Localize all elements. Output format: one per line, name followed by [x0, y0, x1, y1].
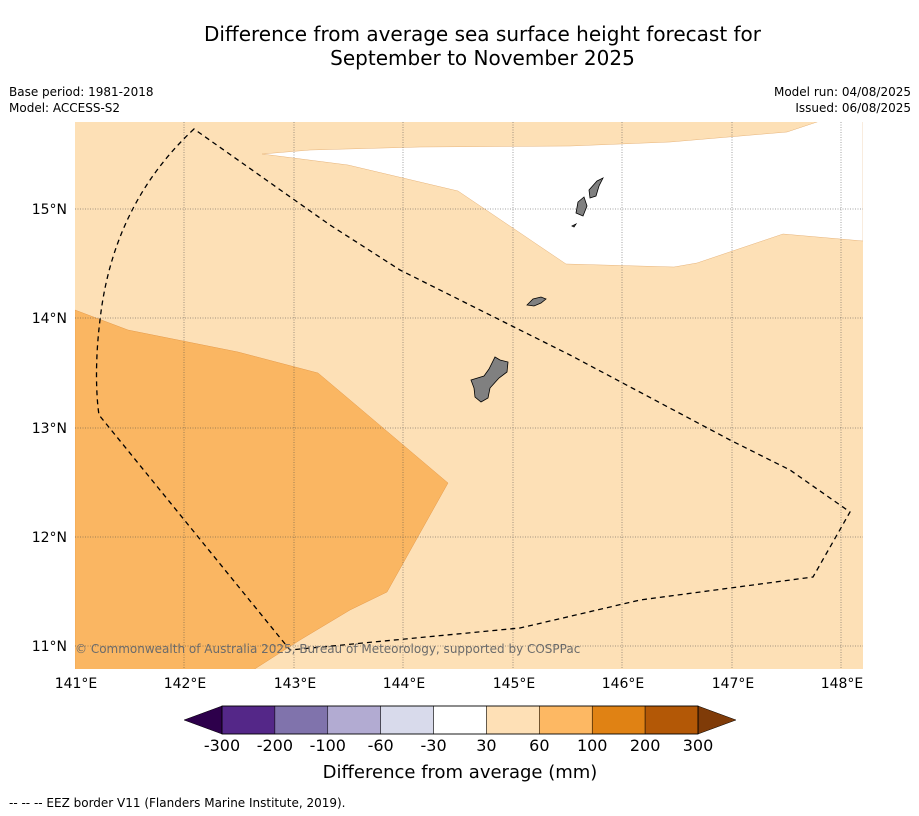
colorbar-tick-label: -30 [420, 736, 446, 755]
colorbar-segment [274, 705, 329, 735]
lat-tick-13: 13°N [32, 421, 67, 437]
colorbar-tick-label: -200 [257, 736, 293, 755]
title-line-2: September to November 2025 [330, 46, 635, 70]
lat-tick-15: 15°N [32, 202, 67, 218]
meta-right: Model run: 04/08/2025 Issued: 06/08/2025 [774, 84, 911, 116]
lon-tick-145: 145°E [493, 676, 536, 692]
meta-left: Base period: 1981-2018 Model: ACCESS-S2 [9, 84, 154, 116]
saipan-island [588, 177, 604, 199]
lat-tick-14: 14°N [32, 311, 67, 327]
colorbar-segment [221, 705, 276, 735]
colorbar-tick-label: 30 [476, 736, 496, 755]
base-period: Base period: 1981-2018 [9, 85, 154, 99]
lat-tick-labels: 15°N 14°N 13°N 12°N 11°N [32, 202, 67, 655]
colorbar-segment [539, 705, 593, 735]
lat-tick-12: 12°N [32, 530, 67, 546]
lon-tick-147: 147°E [712, 676, 755, 692]
chart-title: Difference from average sea surface heig… [0, 22, 919, 70]
lon-tick-143: 143°E [274, 676, 317, 692]
guam-island [470, 356, 509, 403]
colorbar-frame [221, 705, 699, 735]
anomaly-region-neutral [261, 122, 863, 268]
tinian-island [575, 196, 588, 217]
model-name: Model: ACCESS-S2 [9, 101, 121, 115]
eez-legend-footnote: -- -- -- EEZ border V11 (Flanders Marine… [9, 796, 346, 810]
map-area: © Commonwealth of Australia 2025, Bureau… [75, 122, 863, 669]
colorbar-extend-high [697, 705, 737, 735]
anomaly-region-60-100 [75, 309, 449, 669]
title-line-1: Difference from average sea surface heig… [203, 22, 762, 46]
eez-border [95, 128, 851, 651]
colorbar-tick-labels: -300 -200 -100 -60 -30 30 60 100 200 300 [204, 736, 713, 755]
colorbar-segment [591, 705, 646, 735]
lon-tick-141: 141°E [55, 676, 98, 692]
rota-island [526, 296, 547, 307]
colorbar-extend-low [183, 705, 223, 735]
colorbar-segments [221, 705, 699, 735]
colorbar-tick-label: -100 [310, 736, 346, 755]
colorbar-segment [486, 705, 540, 735]
copyright-text: © Commonwealth of Australia 2025, Bureau… [75, 642, 580, 656]
lon-tick-142: 142°E [164, 676, 207, 692]
colorbar: -300 -200 -100 -60 -30 30 60 100 200 300 Differen… [183, 705, 737, 783]
colorbar-segment [644, 705, 699, 735]
aguijan-island [571, 222, 578, 228]
lon-tick-148: 148°E [821, 676, 864, 692]
colorbar-tick-label: 60 [529, 736, 549, 755]
gridlines [75, 122, 863, 669]
colorbar-segment [327, 705, 381, 735]
lon-tick-144: 144°E [383, 676, 426, 692]
colorbar-segment [380, 705, 434, 735]
colorbar-tick-label: 100 [577, 736, 608, 755]
colorbar-label: Difference from average (mm) [323, 762, 598, 783]
colorbar-segment [433, 705, 487, 735]
lon-tick-146: 146°E [602, 676, 645, 692]
lon-tick-labels: 141°E 142°E 143°E 144°E 145°E 146°E 147°… [55, 676, 864, 692]
model-run: Model run: 04/08/2025 [773, 85, 911, 99]
issued-date: Issued: 06/08/2025 [795, 101, 911, 115]
colorbar-tick-label: -300 [204, 736, 240, 755]
colorbar-tick-label: 200 [630, 736, 661, 755]
islands [470, 177, 604, 403]
colorbar-tick-label: -60 [368, 736, 394, 755]
colorbar-tick-label: 300 [683, 736, 714, 755]
lat-tick-11: 11°N [32, 639, 67, 655]
